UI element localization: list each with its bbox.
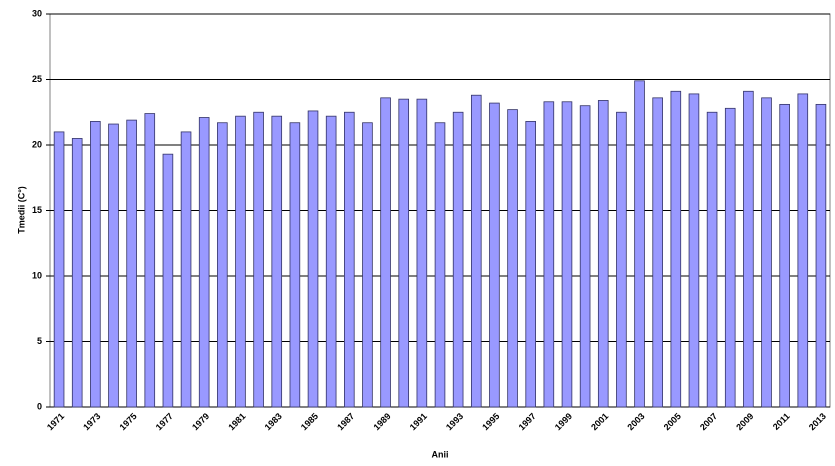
bar [761,97,772,408]
bar [144,113,156,408]
x-tick-label: 2009 [734,411,755,432]
bar [289,122,301,408]
bar [253,111,264,408]
x-tick-label: 2013 [807,411,828,432]
bar [362,122,373,408]
bar [489,102,500,408]
y-axis-title: Tmedii (C°) [16,186,26,234]
bar [470,94,482,408]
bar [344,111,355,408]
bar [325,115,337,408]
x-tick-label: 1991 [408,411,429,432]
bar [90,121,101,408]
bar [543,101,555,408]
bar [271,115,283,408]
x-tick-label: 1989 [371,411,392,432]
x-tick-label: 1995 [480,411,501,432]
bar [616,111,627,408]
bar [108,123,119,408]
x-tick-label: 2005 [662,411,683,432]
bar [434,122,446,408]
y-tick-label: 5 [37,336,42,346]
x-tick-label: 1997 [517,411,538,432]
x-tick-label: 1971 [45,411,66,432]
bar [797,93,809,408]
y-tick-label: 20 [32,139,42,149]
bar [724,107,736,408]
x-axis-title: Anii [432,449,449,459]
bar [307,110,319,408]
bar [597,100,609,408]
x-tick-label: 1987 [335,411,356,432]
x-tick-label: 1975 [117,411,138,432]
bar [380,97,391,408]
x-tick-label: 2001 [589,411,610,432]
bar [579,105,591,408]
y-tick-label: 25 [32,74,42,84]
bar [507,109,518,408]
bar [561,101,573,408]
x-tick-label: 1973 [81,411,102,432]
bar [688,93,700,408]
bar [743,90,754,408]
bar [198,117,210,408]
x-tick-label: 1977 [154,411,175,432]
bar [235,115,246,408]
bar [53,131,65,408]
x-tick-label: 1983 [263,411,284,432]
bar [525,121,536,408]
x-tick-label: 2003 [625,411,646,432]
y-tick-label: 0 [37,401,42,411]
y-tick-label: 15 [32,205,42,215]
x-tick-label: 1979 [190,411,211,432]
bar [162,153,174,408]
bar [71,138,83,408]
x-tick-label: 2007 [698,411,719,432]
x-tick-label: 1985 [299,411,320,432]
x-tick-label: 1981 [226,411,247,432]
bar [398,98,410,408]
y-tick-label: 30 [32,8,42,18]
bar [180,131,192,408]
bar [126,119,137,408]
y-tick-label: 10 [32,270,42,280]
bar [217,122,228,408]
x-tick-label: 2011 [771,411,792,432]
x-tick-label: 1999 [553,411,574,432]
bar [634,80,645,408]
bar [706,111,718,408]
bar [652,97,663,408]
bar [416,98,428,408]
bar [452,111,464,408]
bar [779,103,790,408]
bar [670,90,682,408]
x-tick-label: 1993 [444,411,465,432]
bar [815,103,827,408]
